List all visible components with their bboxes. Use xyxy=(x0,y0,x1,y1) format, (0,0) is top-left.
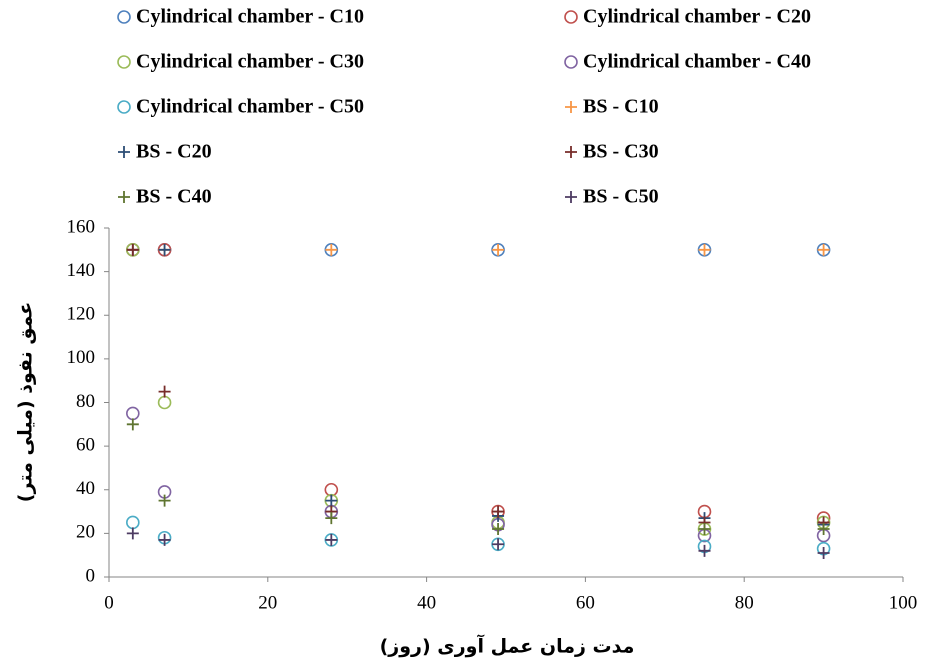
legend-marker xyxy=(564,10,578,24)
point xyxy=(158,243,171,256)
y-tick-label: 0 xyxy=(86,565,96,586)
legend-marker xyxy=(118,146,130,158)
y-tick-label: 140 xyxy=(67,260,96,281)
point xyxy=(126,243,139,256)
legend-marker xyxy=(565,101,577,113)
point xyxy=(492,243,505,256)
point xyxy=(492,523,505,536)
y-axis-title: عمق نفوذ (میلی متر) xyxy=(15,302,37,502)
legend-label: Cylindrical chamber - C50 xyxy=(136,96,364,118)
legend-label: BS - C30 xyxy=(583,141,659,163)
legend-marker xyxy=(117,100,131,114)
point xyxy=(698,243,711,256)
legend-label: BS - C10 xyxy=(583,96,659,118)
legend-label: Cylindrical chamber - C40 xyxy=(583,51,811,73)
point xyxy=(492,538,505,551)
point xyxy=(158,494,171,507)
point xyxy=(817,523,830,536)
point xyxy=(325,533,338,546)
y-tick-label: 120 xyxy=(67,304,96,325)
x-axis-title: مدت زمان عمل آوری (روز) xyxy=(380,634,635,658)
legend-marker xyxy=(564,55,578,69)
point xyxy=(126,527,139,540)
y-tick-label: 80 xyxy=(76,391,95,412)
y-tick-label: 60 xyxy=(76,434,95,455)
legend-marker xyxy=(565,191,577,203)
legend-label: BS - C20 xyxy=(136,141,212,163)
point xyxy=(325,243,338,256)
y-tick-label: 40 xyxy=(76,478,95,499)
point xyxy=(158,385,171,398)
x-tick-label: 80 xyxy=(735,592,754,613)
point xyxy=(698,523,711,536)
legend-label: BS - C40 xyxy=(136,186,212,208)
legend-label: Cylindrical chamber - C20 xyxy=(583,6,811,28)
point xyxy=(492,505,505,518)
legend-marker xyxy=(117,10,131,24)
x-tick-label: 20 xyxy=(258,592,277,613)
legend-marker xyxy=(117,55,131,69)
point xyxy=(126,406,140,421)
y-tick-label: 100 xyxy=(67,347,96,368)
y-tick-label: 20 xyxy=(76,522,95,543)
x-tick-label: 0 xyxy=(104,592,114,613)
legend-marker xyxy=(565,146,577,158)
legend-marker xyxy=(118,191,130,203)
legend-label: BS - C50 xyxy=(583,186,659,208)
point xyxy=(157,395,172,410)
legend-label: Cylindrical chamber - C30 xyxy=(136,51,364,73)
y-tick-label: 160 xyxy=(67,216,96,237)
point xyxy=(325,494,338,507)
point xyxy=(126,418,139,431)
point xyxy=(325,512,338,525)
point xyxy=(158,533,171,546)
x-tick-label: 100 xyxy=(889,592,918,613)
x-tick-label: 60 xyxy=(576,592,595,613)
x-tick-label: 40 xyxy=(417,592,436,613)
legend-label: Cylindrical chamber - C10 xyxy=(136,6,364,28)
point xyxy=(817,243,830,256)
point xyxy=(698,544,711,557)
point xyxy=(126,515,140,530)
point xyxy=(817,547,830,560)
